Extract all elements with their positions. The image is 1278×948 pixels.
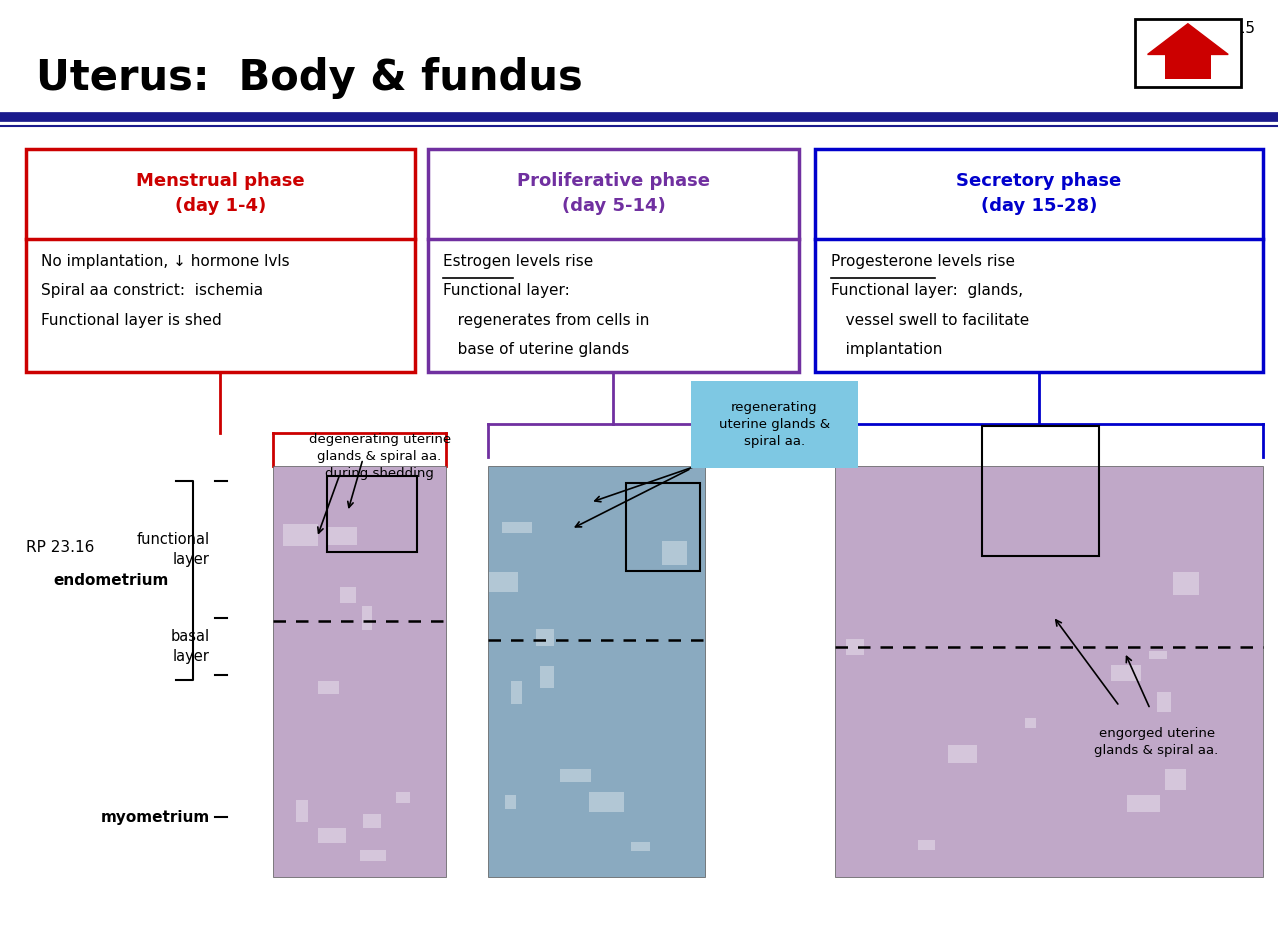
Bar (502, 521, 532, 533)
Bar (428, 149, 799, 372)
Bar (560, 769, 592, 782)
Bar (1149, 650, 1167, 660)
Bar (26, 149, 415, 372)
Bar (327, 476, 417, 552)
Bar (363, 814, 381, 829)
Text: regenerating
uterine glands &
spiral aa.: regenerating uterine glands & spiral aa. (720, 401, 829, 448)
Bar (396, 793, 410, 803)
Bar (948, 745, 976, 763)
Text: Functional layer is shed: Functional layer is shed (41, 313, 221, 328)
Bar (630, 842, 651, 851)
Bar (589, 792, 624, 812)
Polygon shape (1148, 24, 1228, 54)
Bar (340, 587, 355, 603)
Bar (846, 639, 864, 655)
Bar (488, 466, 705, 877)
Bar (1135, 19, 1241, 87)
Text: Secretory phase
(day 15-28): Secretory phase (day 15-28) (956, 173, 1122, 215)
Bar (918, 840, 935, 850)
Bar (835, 466, 1263, 877)
Bar (362, 606, 372, 629)
Bar (1127, 795, 1160, 811)
Text: RP 23.16: RP 23.16 (26, 540, 95, 556)
Text: Functional layer:  glands,: Functional layer: glands, (831, 283, 1022, 299)
Bar (328, 527, 358, 545)
Text: Progesterone levels rise: Progesterone levels rise (831, 254, 1015, 269)
Bar (1025, 719, 1035, 728)
Text: regenerates from cells in: regenerates from cells in (443, 313, 649, 328)
Text: Spiral aa constrict:  ischemia: Spiral aa constrict: ischemia (41, 283, 263, 299)
Text: engorged uterine
glands & spiral aa.: engorged uterine glands & spiral aa. (1094, 727, 1219, 757)
Bar (1112, 665, 1141, 681)
Text: No implantation, ↓ hormone lvls: No implantation, ↓ hormone lvls (41, 254, 290, 269)
Text: Functional layer:: Functional layer: (443, 283, 570, 299)
Bar (318, 682, 340, 694)
Text: Menstrual phase
(day 1-4): Menstrual phase (day 1-4) (137, 173, 304, 215)
Text: basal
layer: basal layer (170, 629, 210, 664)
Bar (360, 850, 386, 861)
Bar (535, 629, 555, 646)
Bar (1164, 53, 1212, 79)
Bar (815, 149, 1263, 372)
Bar (1158, 692, 1171, 712)
Bar (505, 795, 516, 809)
Bar (982, 426, 1099, 556)
Bar (273, 466, 446, 877)
Text: base of uterine glands: base of uterine glands (443, 342, 630, 357)
Bar (489, 573, 518, 592)
Text: Estrogen levels rise: Estrogen levels rise (443, 254, 594, 269)
Text: vessel swell to facilitate: vessel swell to facilitate (831, 313, 1029, 328)
Text: implantation: implantation (831, 342, 942, 357)
Text: H/E 40, slide 15: H/E 40, slide 15 (1135, 21, 1255, 36)
Bar (626, 483, 700, 571)
Text: myometrium: myometrium (101, 810, 210, 825)
Text: functional
layer: functional layer (137, 532, 210, 567)
Bar (541, 666, 553, 687)
Text: Proliferative phase
(day 5-14): Proliferative phase (day 5-14) (516, 173, 711, 215)
Text: degenerating uterine
glands & spiral aa.
during shedding: degenerating uterine glands & spiral aa.… (308, 433, 451, 481)
Bar (662, 541, 688, 565)
Text: Uterus:  Body & fundus: Uterus: Body & fundus (36, 57, 583, 99)
Bar (282, 524, 318, 546)
Bar (511, 681, 521, 704)
Bar (1164, 770, 1186, 790)
Bar (318, 828, 346, 843)
Bar (691, 381, 858, 468)
Text: endometrium: endometrium (54, 573, 169, 588)
Bar (1173, 573, 1199, 595)
Bar (296, 800, 308, 823)
